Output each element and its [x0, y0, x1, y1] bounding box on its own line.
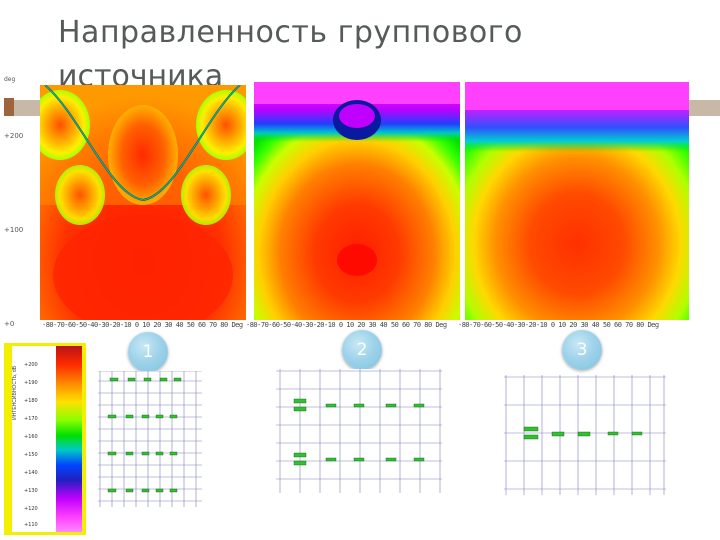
axis-tick: +0 — [4, 320, 15, 328]
x-axis-3-unit: Deg — [647, 321, 659, 329]
scale-tick: +140 — [24, 470, 38, 476]
array-layout-2 — [276, 369, 442, 493]
x-axis-2-ticks: -80-70-60-50-40-30-20-10 0 10 20 30 40 5… — [246, 321, 432, 329]
heatmap-1-graphic — [40, 85, 246, 320]
accent-bar-right — [688, 100, 720, 116]
x-axis-2: -80-70-60-50-40-30-20-10 0 10 20 30 40 5… — [246, 321, 447, 329]
panel-3-badge: 3 — [562, 330, 602, 370]
x-axis-1-ticks: -80-70-60-50-40-30-20-10 0 10 20 30 40 5… — [42, 321, 228, 329]
x-axis-1: -80-70-60-50-40-30-20-10 0 10 20 30 40 5… — [42, 321, 243, 329]
x-axis-2-unit: Deg — [435, 321, 447, 329]
color-scale-labels: +200 +190 +180 +170 +160 +150 +140 +130 … — [12, 346, 56, 532]
array-layout-3-graphic — [504, 375, 666, 495]
axis-tick: +200 — [4, 132, 24, 140]
scale-tick: +180 — [24, 398, 38, 404]
axis-corner-label: deg — [4, 76, 16, 83]
scale-tick: +160 — [24, 434, 38, 440]
axis-tick: +100 — [4, 226, 24, 234]
left-axis: deg +200 +100 +0 — [0, 76, 40, 330]
slide-title: Направленность группового — [58, 15, 523, 50]
slide-title-line2: источника — [58, 59, 224, 88]
color-scale-side-label: ИНТЕНСИВНОСТЬ, dB — [12, 366, 18, 420]
color-scale-legend: +200 +190 +180 +170 +160 +150 +140 +130 … — [4, 343, 86, 535]
array-layout-1-graphic — [98, 371, 202, 507]
heatmap-panel-3 — [465, 82, 689, 320]
heatmap-panel-2 — [254, 82, 460, 320]
array-layout-1 — [98, 371, 202, 507]
panel-1-badge: 1 — [128, 332, 168, 372]
panel-2-badge: 2 — [342, 330, 382, 370]
scale-tick: +190 — [24, 380, 38, 386]
heatmap-panel-1 — [40, 85, 246, 320]
accent-box — [4, 98, 14, 116]
x-axis-1-unit: Deg — [231, 321, 243, 329]
x-axis-3-ticks: -80-70-60-50-40-30-20-10 0 10 20 30 40 5… — [458, 321, 644, 329]
scale-tick: +200 — [24, 362, 38, 368]
scale-tick: +170 — [24, 416, 38, 422]
scale-tick: +110 — [24, 522, 38, 528]
scale-tick: +130 — [24, 488, 38, 494]
accent-bar-left — [14, 100, 42, 116]
heatmap-2-graphic — [254, 82, 460, 320]
array-layout-2-graphic — [276, 369, 442, 493]
array-layout-3 — [504, 375, 666, 495]
x-axis-3: -80-70-60-50-40-30-20-10 0 10 20 30 40 5… — [458, 321, 659, 329]
heatmap-3-graphic — [465, 82, 689, 320]
scale-tick: +120 — [24, 506, 38, 512]
scale-tick: +150 — [24, 452, 38, 458]
color-scale-gradient — [56, 346, 82, 532]
